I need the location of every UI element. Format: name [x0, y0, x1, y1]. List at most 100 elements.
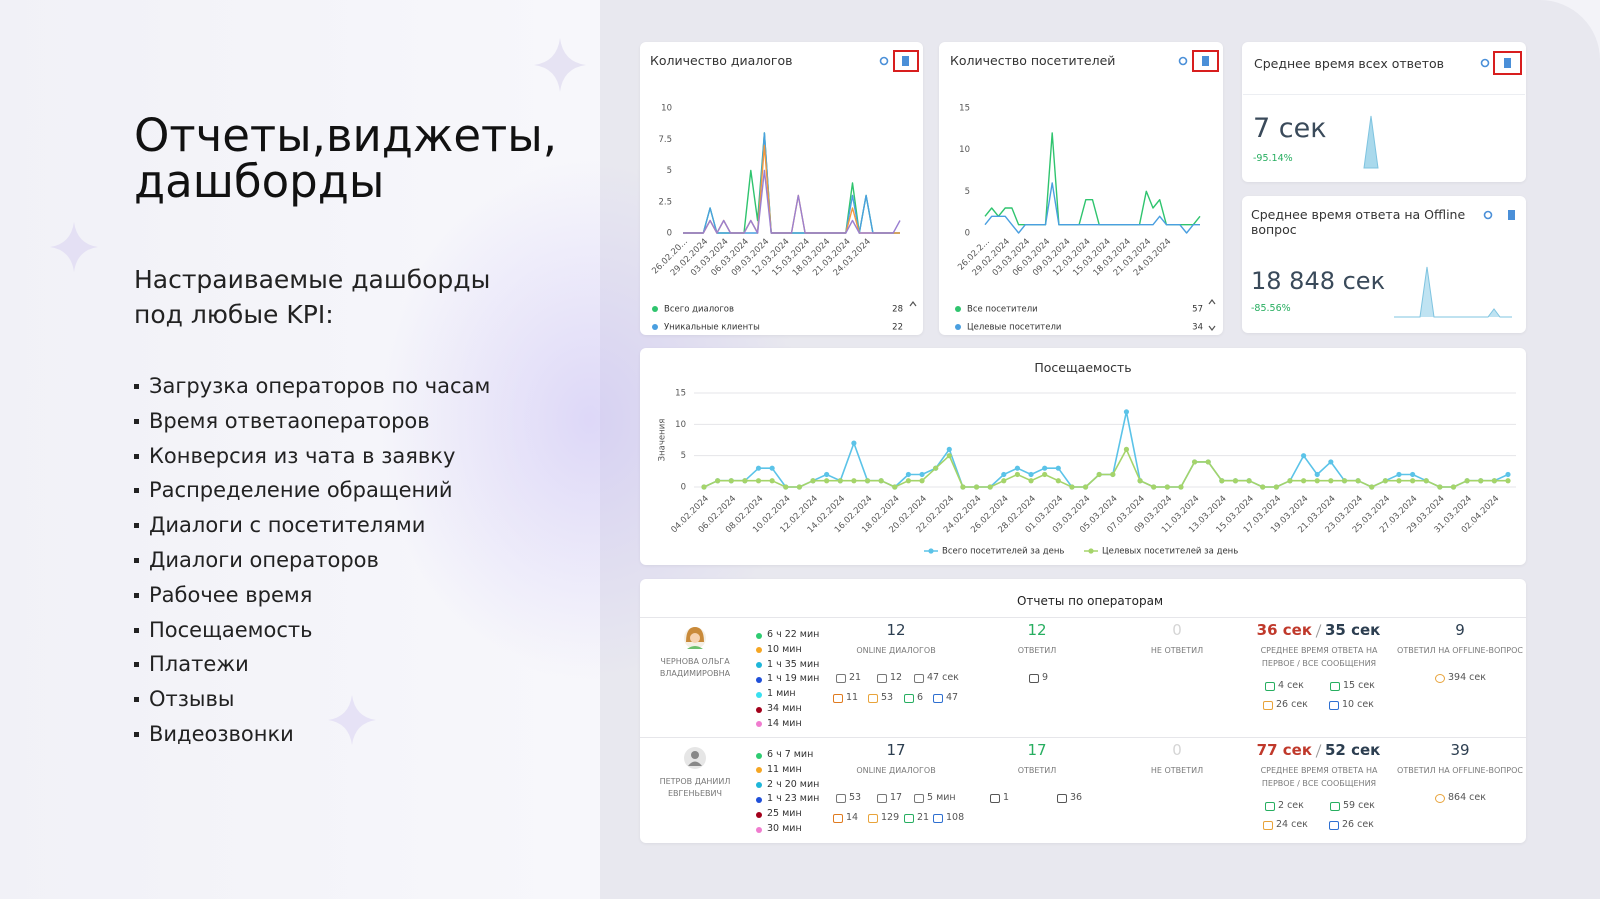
- status-dot: [756, 752, 762, 759]
- data-point: [1178, 484, 1184, 490]
- legend-marker: [955, 306, 961, 312]
- data-point: [905, 478, 912, 484]
- data-point: [1151, 484, 1157, 490]
- status-dot: [756, 796, 762, 803]
- data-point: [919, 471, 925, 478]
- data-point: [755, 465, 762, 471]
- data-point: [1123, 446, 1130, 452]
- status-time: 1 ч 23 мин: [767, 793, 820, 805]
- y-tick-label: 15: [675, 389, 686, 399]
- stat-icon: [877, 794, 887, 803]
- legend-label: Всего диалогов: [664, 305, 734, 315]
- settings-icon[interactable]: [1480, 58, 1490, 68]
- stat-icon: [833, 814, 843, 823]
- avg-label: ПЕРВОЕ / ВСЕ СООБЩЕНИЯ: [1261, 659, 1377, 668]
- data-point: [1042, 465, 1048, 471]
- data-point: [1014, 465, 1021, 471]
- operators-card: [640, 579, 1526, 843]
- menu-icon[interactable]: [902, 56, 909, 66]
- stat-icon: [904, 814, 914, 823]
- legend-label: Все посетители: [967, 305, 1038, 315]
- offline-count: 39: [1450, 741, 1470, 759]
- bullet-marker: [134, 558, 139, 563]
- data-point: [1219, 478, 1225, 484]
- stat-value: 7 сек: [1253, 113, 1327, 144]
- online-stat: 14: [846, 812, 859, 823]
- avg-all: 52 сек: [1325, 741, 1381, 759]
- status-time: 30 мин: [767, 823, 802, 834]
- data-point: [824, 478, 830, 484]
- highlight-box: [1192, 50, 1219, 72]
- legend-marker: [928, 548, 934, 554]
- answered-transfers: 1: [1003, 792, 1010, 803]
- widget-title: Количество диалогов: [650, 53, 793, 68]
- data-point: [1055, 478, 1061, 484]
- bullet-item: Диалоги с посетителями: [149, 513, 426, 538]
- widget-card: [939, 42, 1223, 335]
- scroll-arrows[interactable]: [1208, 299, 1216, 331]
- data-point: [1450, 484, 1457, 490]
- menu-icon[interactable]: [1508, 210, 1515, 220]
- data-point: [1287, 478, 1293, 484]
- legend-marker: [652, 324, 658, 330]
- menu-icon[interactable]: [1202, 56, 1209, 66]
- status-time: 1 ч 19 мин: [767, 673, 820, 685]
- data-point: [1260, 484, 1266, 490]
- settings-icon[interactable]: [1483, 210, 1493, 220]
- bullet-marker: [134, 418, 139, 424]
- legend-marker: [652, 306, 658, 312]
- menu-icon[interactable]: [1504, 58, 1511, 68]
- online-stat: 47: [946, 692, 959, 703]
- data-point: [905, 471, 912, 478]
- data-point: [973, 484, 980, 490]
- data-point: [1137, 478, 1143, 484]
- stat-icon: [833, 694, 843, 703]
- y-tick-label: 0: [667, 229, 672, 239]
- status-time: 10 мин: [767, 643, 802, 655]
- legend-total: 34: [1192, 323, 1203, 333]
- settings-icon[interactable]: [1178, 56, 1188, 66]
- bullet-item: Отзывы: [149, 687, 235, 712]
- stat-change: -95.14%: [1253, 153, 1293, 164]
- stat-icon: [1435, 674, 1445, 683]
- data-point: [1505, 478, 1511, 484]
- scroll-up[interactable]: [909, 301, 917, 307]
- data-point: [1123, 409, 1130, 415]
- highlight-box: [893, 50, 919, 72]
- status-time: 1 ч 35 мин: [767, 658, 820, 670]
- data-point: [1300, 453, 1307, 459]
- online-stat: 17: [890, 792, 903, 803]
- status-dot: [756, 706, 762, 713]
- legend-total: 57: [1192, 305, 1203, 315]
- series-line: [683, 144, 900, 234]
- status-time: 25 мин: [767, 808, 802, 820]
- operator-name: ЧЕРНОВА ОЛЬГА: [660, 657, 730, 666]
- data-point: [1014, 471, 1021, 478]
- data-point: [1246, 478, 1252, 484]
- divider: [1243, 94, 1525, 95]
- settings-icon[interactable]: [879, 56, 889, 66]
- unanswered-label: НЕ ОТВЕТИЛ: [1150, 646, 1204, 655]
- data-point: [1314, 471, 1320, 478]
- avg-first: 77 сек: [1256, 741, 1312, 759]
- y-tick-label: 2.5: [658, 197, 672, 207]
- bullet-marker: [134, 453, 139, 459]
- stat-icon: [836, 794, 846, 803]
- bullet-marker: [134, 488, 139, 494]
- bullet-item: Посещаемость: [149, 617, 313, 642]
- slide-title-line: дашборды: [134, 155, 385, 208]
- legend-marker: [955, 324, 961, 330]
- data-point: [755, 478, 762, 484]
- data-point: [837, 478, 843, 484]
- data-point: [1314, 478, 1320, 484]
- y-tick-label: 10: [661, 104, 672, 114]
- legend-marker: [1088, 548, 1094, 554]
- operator-name: ВЛАДИМИРОВНА: [659, 669, 731, 678]
- online-stat: 5 мин: [927, 792, 956, 803]
- data-point: [946, 446, 952, 452]
- avg-stat: 10 сек: [1342, 699, 1374, 710]
- status-dot: [756, 767, 762, 774]
- data-point: [1096, 471, 1102, 478]
- status-dot: [756, 662, 762, 669]
- series-line: [984, 182, 1200, 234]
